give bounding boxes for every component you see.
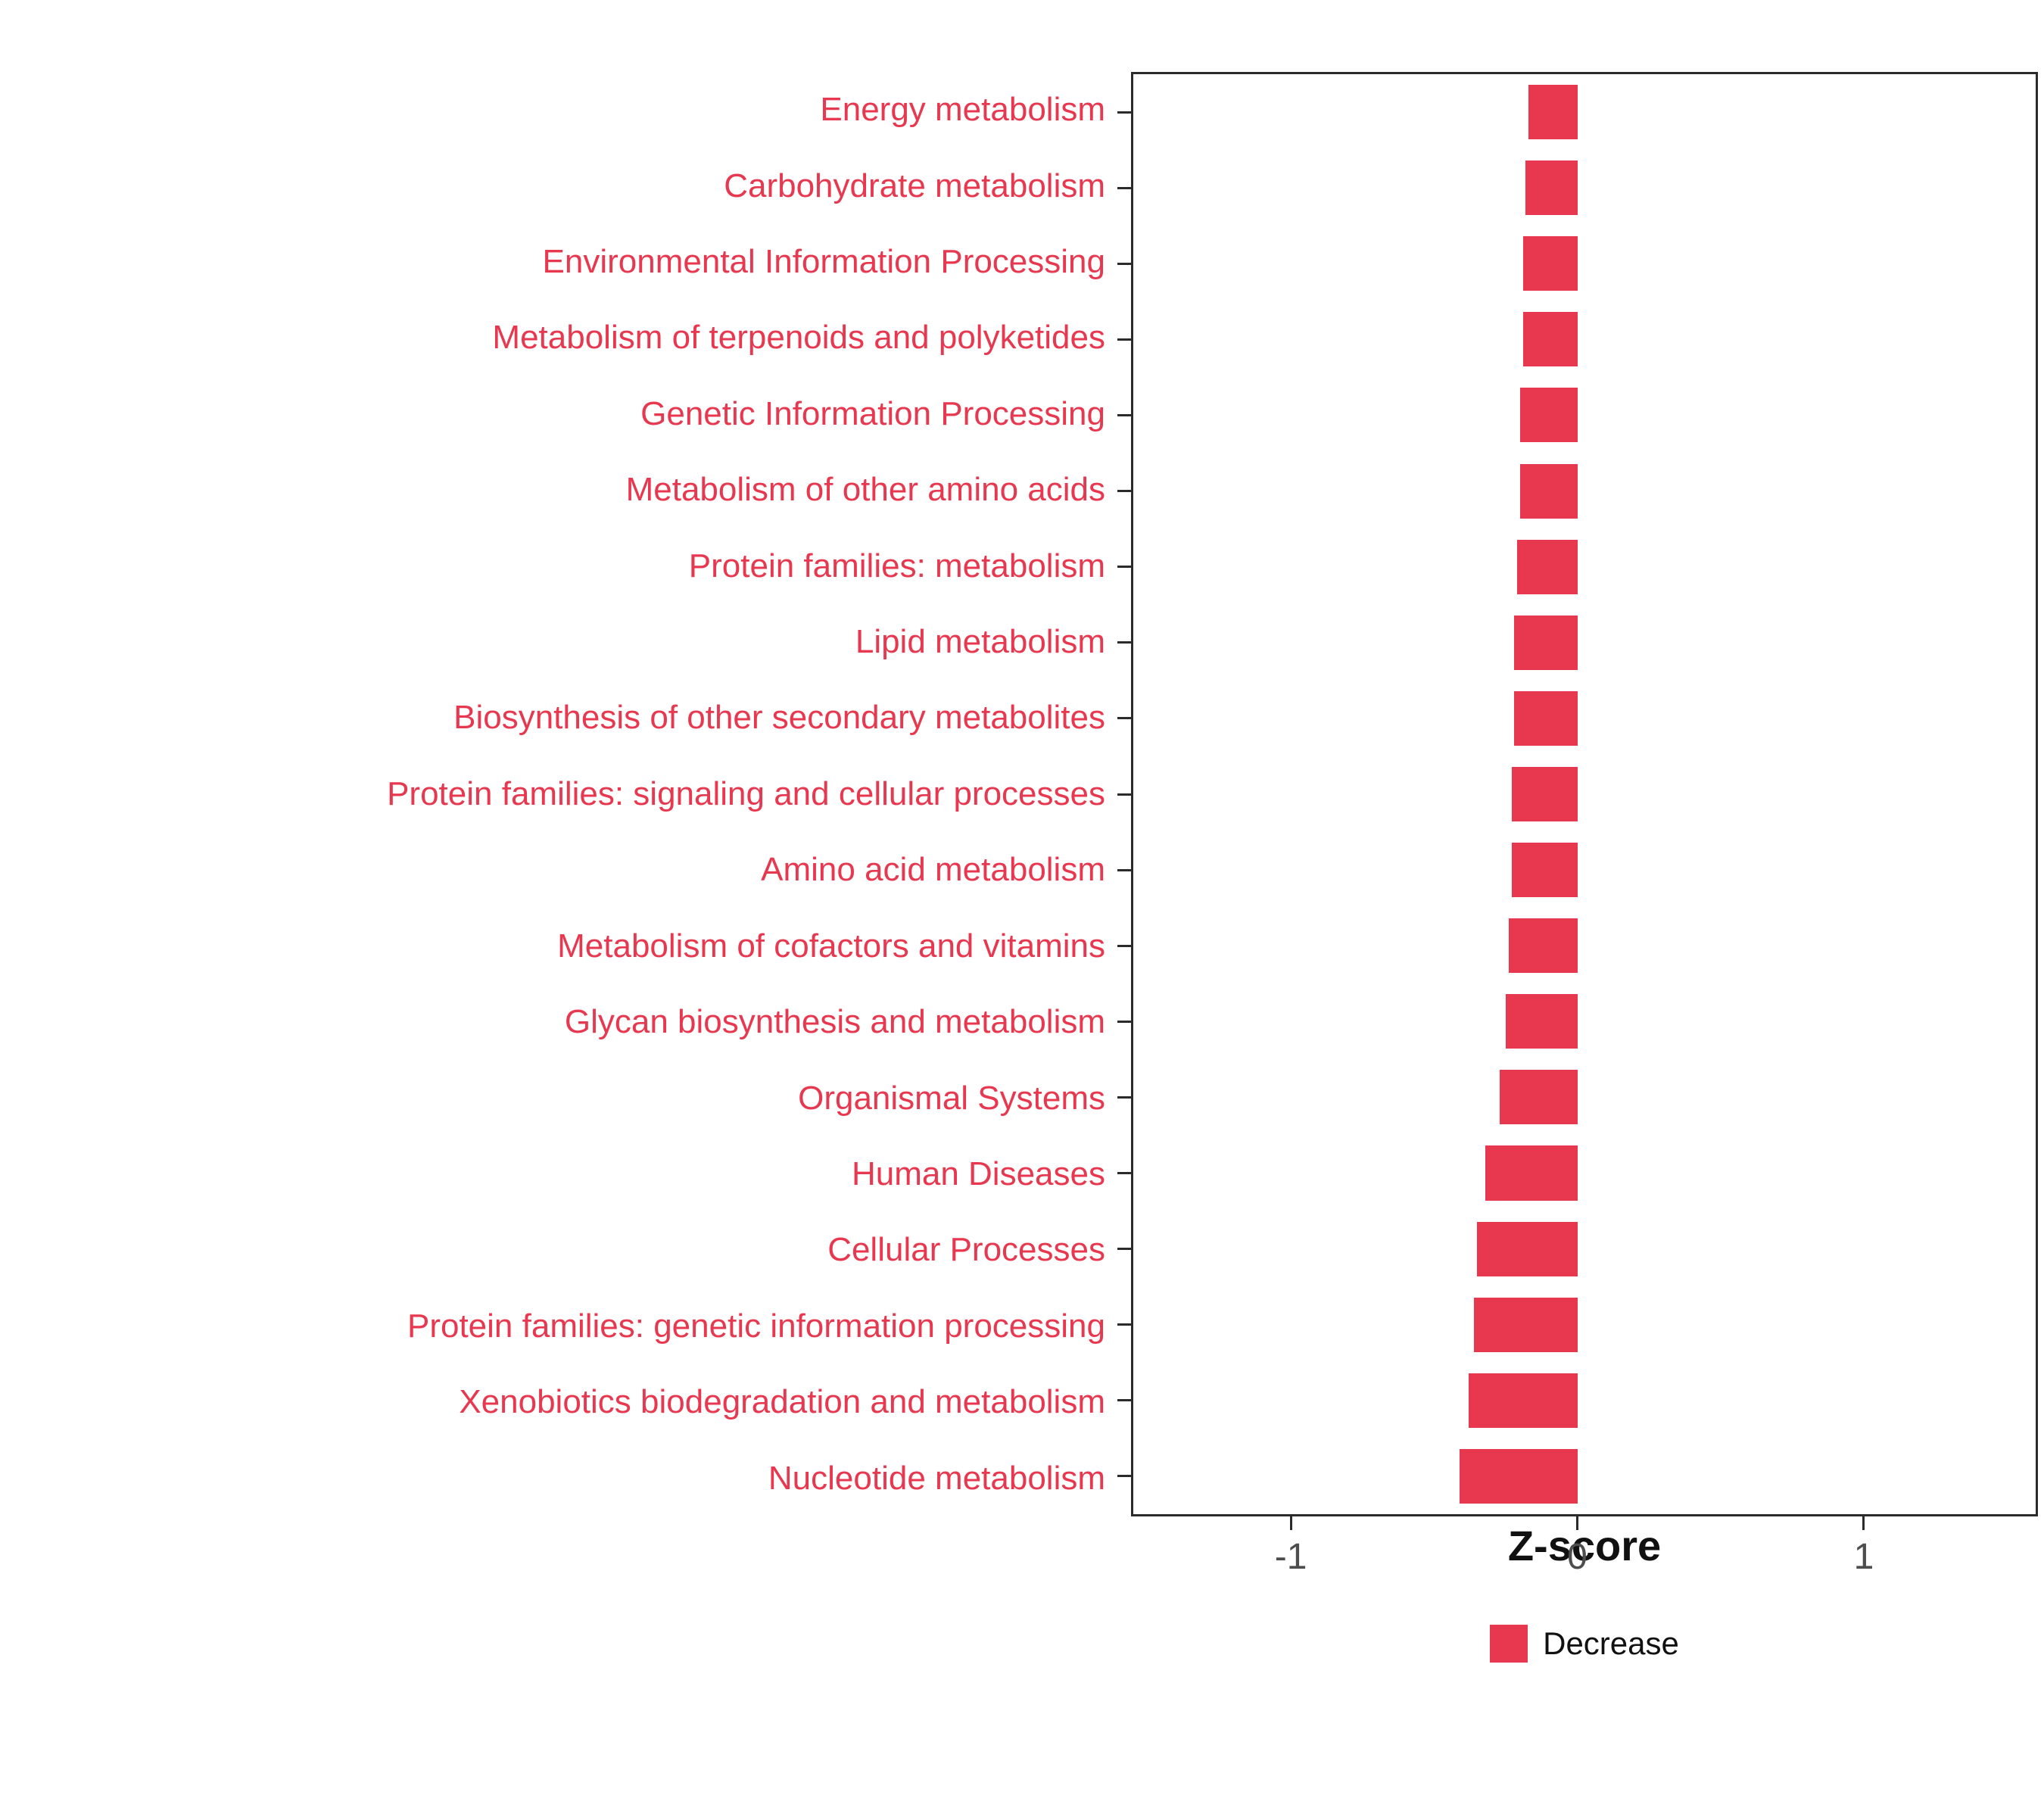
bar — [1468, 1373, 1578, 1428]
category-label: Protein families: genetic information pr… — [407, 1307, 1105, 1345]
category-label: Protein families: signaling and cellular… — [387, 774, 1105, 812]
y-axis-tick — [1117, 868, 1131, 871]
y-axis-tick — [1117, 111, 1131, 114]
y-axis-tick — [1117, 186, 1131, 189]
bar — [1517, 539, 1578, 594]
y-axis-tick — [1117, 413, 1131, 416]
y-axis-tick — [1117, 1399, 1131, 1402]
bar — [1528, 85, 1578, 140]
category-label: Environmental Information Processing — [542, 242, 1105, 280]
chart-area: Energy metabolism Carbohydrate metabolism… — [0, 72, 2044, 1577]
legend: Decrease — [1131, 1625, 2038, 1663]
category-label: Amino acid metabolism — [761, 851, 1105, 889]
category-label: Biosynthesis of other secondary metaboli… — [453, 699, 1105, 737]
bar — [1514, 615, 1578, 670]
y-axis-tick — [1117, 1248, 1131, 1251]
y-axis-tick — [1117, 1475, 1131, 1478]
y-axis-tick — [1117, 1172, 1131, 1175]
bar — [1485, 1145, 1578, 1201]
plot-panel — [1117, 72, 2038, 1516]
category-label: Genetic Information Processing — [640, 394, 1105, 432]
category-label: Human Diseases — [851, 1155, 1105, 1193]
category-label: Metabolism of other amino acids — [625, 471, 1105, 509]
category-label: Carbohydrate metabolism — [724, 167, 1105, 204]
panel-wrap: -1 0 1 — [1117, 72, 2038, 1577]
x-axis-tick — [1862, 1516, 1865, 1530]
category-label: Organismal Systems — [798, 1079, 1105, 1117]
y-axis-tick — [1117, 793, 1131, 796]
y-axis-category-labels: Energy metabolism Carbohydrate metabolism… — [0, 72, 1131, 1516]
bar — [1519, 463, 1578, 519]
x-axis-tick — [1576, 1516, 1579, 1530]
y-axis-tick — [1117, 641, 1131, 644]
bar — [1505, 994, 1578, 1049]
category-label: Lipid metabolism — [855, 623, 1105, 661]
y-axis-tick — [1117, 262, 1131, 265]
x-axis-tick — [1289, 1516, 1292, 1530]
y-axis-tick — [1117, 1323, 1131, 1326]
category-label: Metabolism of cofactors and vitamins — [557, 927, 1105, 965]
bar — [1522, 236, 1578, 291]
bar — [1508, 918, 1578, 974]
category-label: Cellular Processes — [827, 1231, 1105, 1269]
bar — [1514, 690, 1578, 746]
category-label: Xenobiotics biodegradation and metabolis… — [459, 1383, 1105, 1421]
y-axis-tick — [1117, 944, 1131, 947]
legend-label-decrease: Decrease — [1543, 1625, 1679, 1661]
bar — [1522, 312, 1578, 367]
x-axis-tick-label: 0 — [1567, 1537, 1588, 1577]
bar — [1477, 1221, 1578, 1276]
bar — [1511, 766, 1578, 822]
x-axis-tick-label: 1 — [1853, 1537, 1874, 1577]
y-axis-tick — [1117, 490, 1131, 493]
x-axis-title: Z-score — [1507, 1522, 1662, 1569]
y-axis-tick — [1117, 338, 1131, 341]
y-axis-tick — [1117, 566, 1131, 569]
legend-swatch-decrease — [1490, 1625, 1528, 1663]
bar — [1519, 388, 1578, 443]
category-label: Nucleotide metabolism — [768, 1459, 1105, 1497]
category-label: Protein families: metabolism — [688, 547, 1105, 584]
category-label: Metabolism of terpenoids and polyketides — [492, 319, 1105, 357]
bar — [1460, 1448, 1578, 1504]
y-axis-tick — [1117, 1095, 1131, 1099]
bar — [1511, 843, 1578, 898]
x-axis-tick-label: -1 — [1274, 1537, 1307, 1577]
category-label: Glycan biosynthesis and metabolism — [564, 1003, 1105, 1041]
bar — [1474, 1297, 1578, 1352]
x-axis: -1 0 1 — [1131, 1516, 2038, 1607]
y-axis-tick — [1117, 1020, 1131, 1023]
bar — [1500, 1070, 1578, 1125]
category-label: Energy metabolism — [820, 91, 1105, 129]
bar — [1525, 161, 1578, 216]
y-axis-tick — [1117, 717, 1131, 720]
